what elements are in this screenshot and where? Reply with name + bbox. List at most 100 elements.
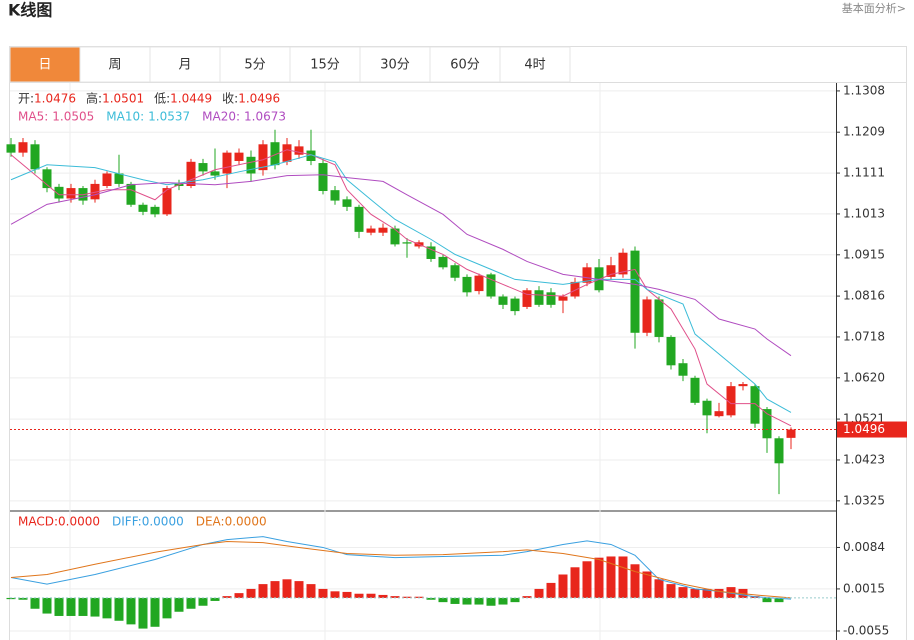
macd-bar [138,597,148,629]
macd-bar [330,591,340,598]
candle-body [258,144,268,171]
candle-body [654,299,664,337]
candle-body [210,171,220,176]
y-tick-label: 1.1013 [843,206,885,220]
candle-body [42,169,52,189]
candle-body [474,275,484,292]
tab[interactable] [289,46,361,83]
macd-bar [618,556,628,598]
macd-label: DEA: [196,515,225,529]
macd-bar [342,591,352,598]
candle-body [630,250,640,333]
macd-bar [606,556,616,598]
ohlc-value: 1.0496 [238,92,280,106]
candle-body [498,296,508,305]
candle-body [342,199,352,207]
tab-label[interactable]: 日 [38,58,51,73]
macd-bar [162,597,172,619]
candle-body [666,336,676,366]
tab-label[interactable]: 30分 [380,58,410,73]
candle-body [690,377,700,403]
macd-bar [582,561,592,598]
macd-bar [390,596,400,598]
widget-frame [9,46,907,640]
tab-label[interactable]: 15分 [310,58,340,73]
tab[interactable] [499,46,571,83]
candle-body [426,246,436,259]
candle-body [318,163,328,192]
macd-bar [498,597,508,605]
ma-label: MA5: [18,110,48,124]
macd-bar [654,579,664,598]
y-tick-label: 1.1308 [843,83,885,97]
y-tick-label: 1.1209 [843,125,885,139]
tab-label[interactable]: 60分 [450,58,480,73]
fundamental-link[interactable]: 基本面分析> [842,1,906,15]
macd-bar [78,597,88,616]
macd-bar [234,593,244,598]
tab[interactable] [429,46,501,83]
macd-label: DIFF: [112,515,142,529]
y-tick-label: 1.0915 [843,247,885,261]
tab-label[interactable]: 周 [108,58,121,73]
macd-bar [306,584,316,598]
macd-bar [774,597,784,603]
candle-body [438,256,448,268]
candle-body [702,400,712,416]
tab[interactable] [9,46,81,83]
candle-body [450,265,460,278]
tab-label[interactable]: 月 [178,58,191,73]
candle-body [138,204,148,212]
macd-bar [198,597,208,606]
candle-body [186,161,196,186]
tab-label[interactable]: 4时 [524,58,545,73]
tab[interactable] [219,46,291,83]
ma-label: MA10: [106,110,144,124]
macd-bar [294,581,304,598]
y-tick-label: 1.0620 [843,370,885,384]
macd-bar [594,557,604,598]
macd-label: MACD: [18,515,58,529]
candle-body [222,152,232,174]
current-price-label: 1.0496 [843,422,885,436]
candle-body [486,274,496,297]
candle-body [642,299,652,333]
macd-bar [102,597,112,619]
ohlc-value: 1.0501 [102,92,144,106]
tab-label[interactable]: 5分 [244,58,265,73]
macd-bar [486,597,496,606]
macd-bar [522,596,532,598]
macd-bar [354,593,364,598]
ohlc-value: 1.0476 [34,92,76,106]
candle-body [534,290,544,305]
candle-body [234,152,244,161]
macd-bar [438,597,448,603]
y-tick-label: 1.1111 [843,166,885,180]
macd-bar [282,579,292,598]
macd-bar [30,597,40,609]
macd-bar [222,596,232,598]
macd-bar [42,597,52,614]
candle-body [354,206,364,232]
current-price-box [837,421,907,438]
tab[interactable] [359,46,431,83]
macd-bar [246,588,256,598]
candle-body [294,146,304,155]
candle-body [582,267,592,283]
macd-value: 0.0000 [225,515,267,529]
y-tick-label: 1.0718 [843,329,885,343]
macd-bar [714,588,724,598]
candle-body [282,144,292,162]
y-tick-label: -0.0055 [843,623,889,637]
candle-body [6,144,16,153]
macd-bar [402,596,412,598]
candle-body [546,292,556,305]
macd-bar [6,597,16,600]
candle-body [18,142,28,153]
macd-bar [450,597,460,604]
macd-bar [546,582,556,598]
macd-bar [642,571,652,598]
macd-bar [558,574,568,598]
macd-bar [474,597,484,605]
